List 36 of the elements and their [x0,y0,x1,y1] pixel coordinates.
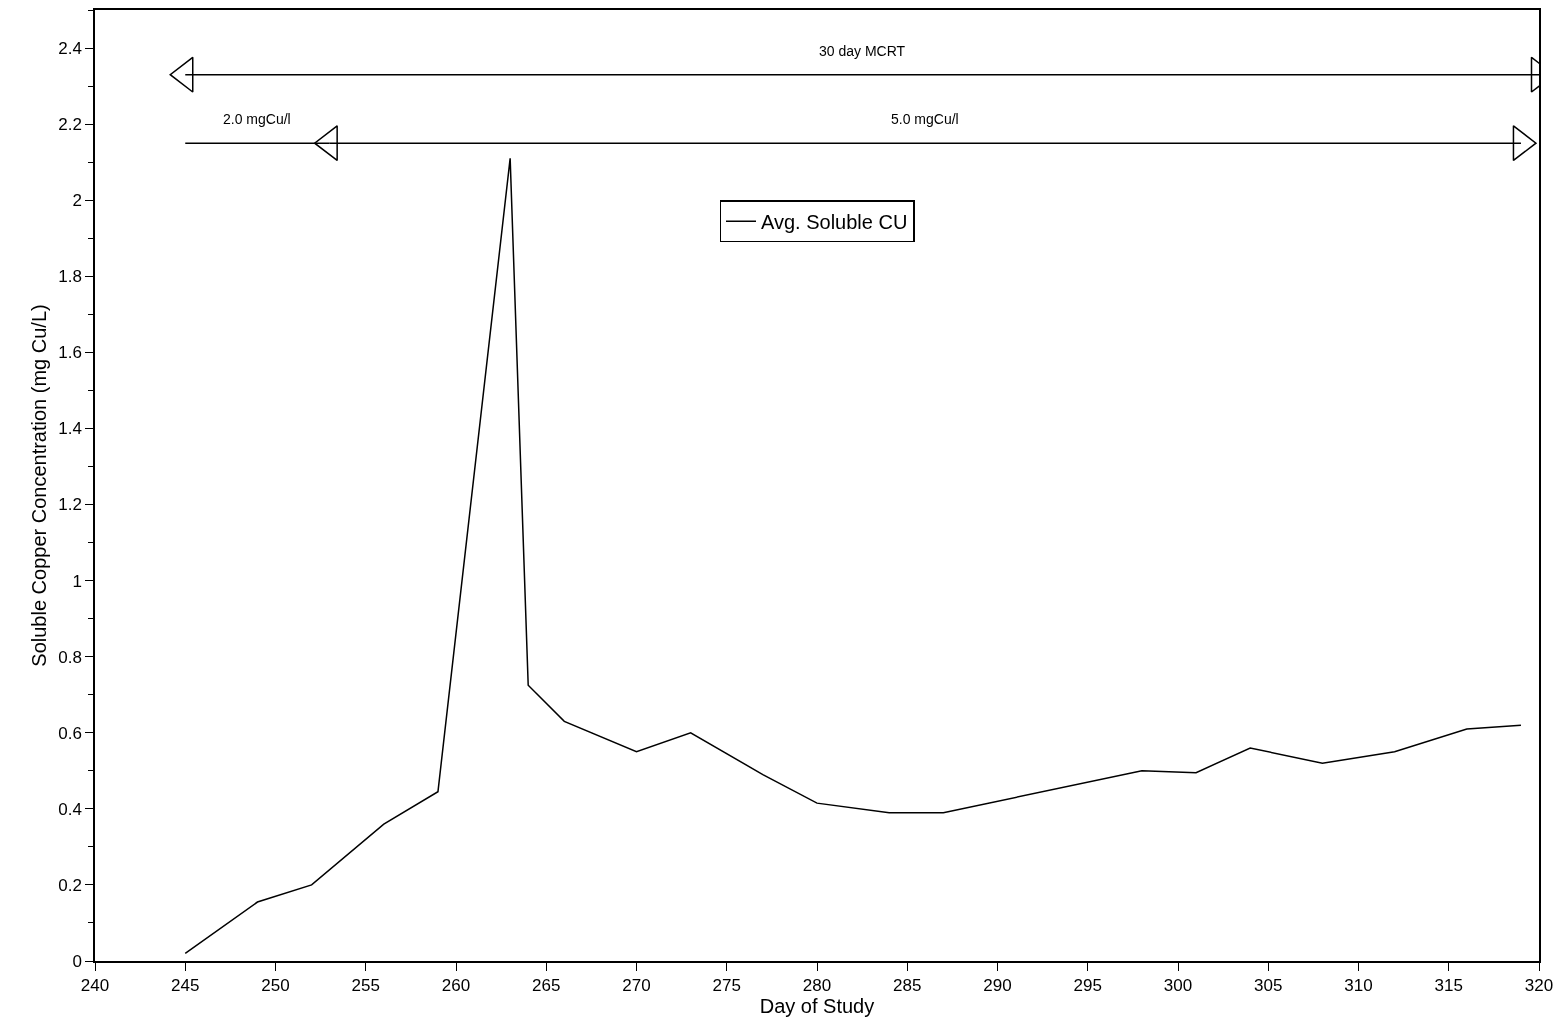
x-tick-label: 270 [622,976,651,996]
y-tick-label: 2 [72,191,82,211]
y-tick-label: 1.2 [58,495,82,515]
x-tick-label: 250 [261,976,290,996]
x-tick-label: 240 [80,976,110,996]
y-tick-label: 2.2 [58,115,82,135]
y-tick-label: 1.4 [58,419,82,439]
x-tick-label: 290 [983,976,1012,996]
x-tick-label: 265 [532,976,561,996]
y-tick-label: 1 [72,571,82,591]
y-tick-label: 1.8 [58,267,82,287]
y-tick-label: 1.6 [58,343,82,363]
x-tick-label: 255 [351,976,380,996]
y-axis-title: Soluble Copper Concentration (mg Cu/L) [28,304,51,667]
x-tick-label: 315 [1434,976,1463,996]
x-tick-label: 260 [441,976,471,996]
x-tick-label: 320 [1524,976,1554,996]
legend-label: Avg. Soluble CU [761,211,908,233]
y-tick-label: 0.4 [58,799,82,819]
x-tick-label: 305 [1254,976,1283,996]
x-tick-label: 245 [171,976,200,996]
x-tick-label: 280 [802,976,832,996]
y-tick-label: 0.8 [58,647,82,667]
annotation: 2.0 mgCu/l [223,111,291,127]
y-tick-label: 0 [72,951,82,971]
x-tick-label: 310 [1344,976,1373,996]
y-tick-label: 0.6 [58,723,82,743]
annotation: 30 day MCRT [819,43,906,59]
y-tick-label: 2.4 [58,38,82,58]
annotation: 5.0 mgCu/l [891,111,959,127]
x-tick-label: 295 [1073,976,1102,996]
x-tick-label: 275 [712,976,741,996]
x-tick-label: 300 [1163,976,1193,996]
x-axis-title: Day of Study [759,995,875,1018]
x-tick-label: 285 [893,976,922,996]
y-tick-label: 0.2 [58,875,82,895]
